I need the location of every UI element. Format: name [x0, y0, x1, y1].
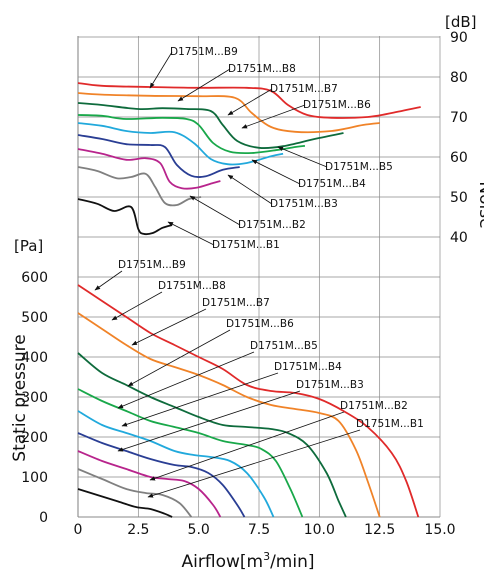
- noise-tick-label: 60: [450, 150, 468, 166]
- noise-leader-line: [241, 104, 306, 129]
- noise-curve: [77, 102, 344, 150]
- pressure-leader-line: [117, 390, 301, 452]
- x-tick-label: 0: [74, 522, 83, 538]
- pressure-tick-label: 0: [39, 510, 48, 526]
- noise-leader-line: [149, 51, 173, 89]
- noise-curve: [77, 92, 380, 134]
- noise-unit-label: [dB]: [445, 13, 477, 31]
- noise-leader-line: [251, 159, 301, 185]
- pressure-leader-line: [131, 308, 207, 346]
- pressure-leader-line: [149, 411, 345, 481]
- noise-leader-line: [227, 88, 273, 116]
- pressure-leader-line: [121, 372, 279, 427]
- noise-leader-line: [277, 146, 328, 168]
- pressure-model-label: D1751M...B5: [250, 340, 318, 352]
- pressure-tick-label: 300: [21, 390, 48, 406]
- x-axis-title-main: Airflow[m: [182, 552, 264, 572]
- noise-model-label: D1751M...B9: [170, 46, 238, 58]
- noise-tick-label: 40: [450, 230, 468, 246]
- pressure-leader-line: [147, 429, 361, 498]
- pressure-model-label: D1751M...B6: [226, 318, 294, 330]
- pressure-tick-label: 400: [21, 350, 48, 366]
- x-axis-title: Airflow[m3/min]: [182, 550, 315, 572]
- noise-leader-line: [177, 68, 231, 102]
- noise-axis-title: Noise: [475, 181, 484, 228]
- noise-tick-label: 90: [450, 30, 468, 46]
- pressure-curve: [77, 468, 193, 518]
- x-tick-label: 7.5: [248, 522, 270, 538]
- model-labels: D1751M...B9 D1751M...B8 D1751M...B7 D1751M.…: [118, 46, 424, 430]
- noise-leader-line: [189, 195, 241, 226]
- pressure-model-label: D1751M...B1: [356, 418, 424, 430]
- noise-model-label: D1751M...B2: [238, 219, 306, 231]
- noise-model-label: D1751M...B3: [270, 198, 338, 210]
- pressure-curve: [77, 432, 246, 518]
- pressure-curve: [77, 388, 304, 518]
- pressure-curve: [77, 410, 275, 518]
- pressure-model-label: D1751M...B8: [158, 280, 226, 292]
- pressure-model-label: D1751M...B4: [274, 361, 342, 373]
- pressure-model-label: D1751M...B7: [202, 297, 270, 309]
- performance-curves: [77, 82, 421, 518]
- noise-model-label: D1751M...B7: [270, 83, 338, 95]
- x-tick-label: 10.0: [304, 522, 335, 538]
- x-tick-label: 5.0: [188, 522, 210, 538]
- pressure-tick-label: 200: [21, 430, 48, 446]
- pressure-leader-line: [111, 291, 163, 321]
- pressure-tick-label: 100: [21, 470, 48, 486]
- x-tick-label: 2.5: [127, 522, 149, 538]
- noise-model-label: D1751M...B8: [228, 63, 296, 75]
- noise-model-label: D1751M...B6: [303, 99, 371, 111]
- noise-model-label: D1751M...B1: [212, 239, 280, 251]
- noise-leader-line: [167, 221, 215, 246]
- pressure-curve: [77, 352, 347, 518]
- pressure-curve: [77, 450, 222, 518]
- pressure-curve: [77, 284, 420, 518]
- label-leader-lines: [94, 51, 361, 498]
- pressure-curve: [77, 312, 381, 518]
- x-tick-label: 15.0: [424, 522, 455, 538]
- noise-curve: [77, 198, 173, 236]
- noise-curve: [77, 134, 240, 178]
- x-tick-label: 12.5: [364, 522, 395, 538]
- noise-curve: [77, 148, 221, 190]
- noise-tick-label: 80: [450, 70, 468, 86]
- x-axis-title-sup: 3: [263, 550, 270, 563]
- pressure-tick-label: 500: [21, 310, 48, 326]
- tick-labels: 0 2.5 5.0 7.5 10.0 12.5 15.0 0 100 200 300 400 500 60…: [21, 30, 468, 538]
- noise-model-label: D1751M...B5: [325, 161, 393, 173]
- pressure-leader-line: [127, 329, 231, 387]
- pressure-unit-label: [Pa]: [14, 237, 43, 255]
- noise-curve: [77, 122, 284, 166]
- pressure-tick-label: 600: [21, 270, 48, 286]
- pressure-curve: [77, 488, 173, 518]
- noise-curve: [77, 166, 202, 207]
- x-axis-title-end: /min]: [270, 552, 314, 572]
- pressure-model-label: D1751M...B9: [118, 259, 186, 271]
- pressure-axis-title: Static pressure: [10, 334, 30, 461]
- noise-model-label: D1751M...B4: [298, 178, 366, 190]
- noise-tick-label: 50: [450, 190, 468, 206]
- pressure-model-label: D1751M...B2: [340, 400, 408, 412]
- noise-leader-line: [227, 174, 273, 205]
- pressure-model-label: D1751M...B3: [296, 379, 364, 391]
- pressure-leader-line: [94, 270, 123, 291]
- noise-tick-label: 70: [450, 110, 468, 126]
- noise-curve: [77, 82, 421, 119]
- pressure-leader-line: [117, 351, 255, 409]
